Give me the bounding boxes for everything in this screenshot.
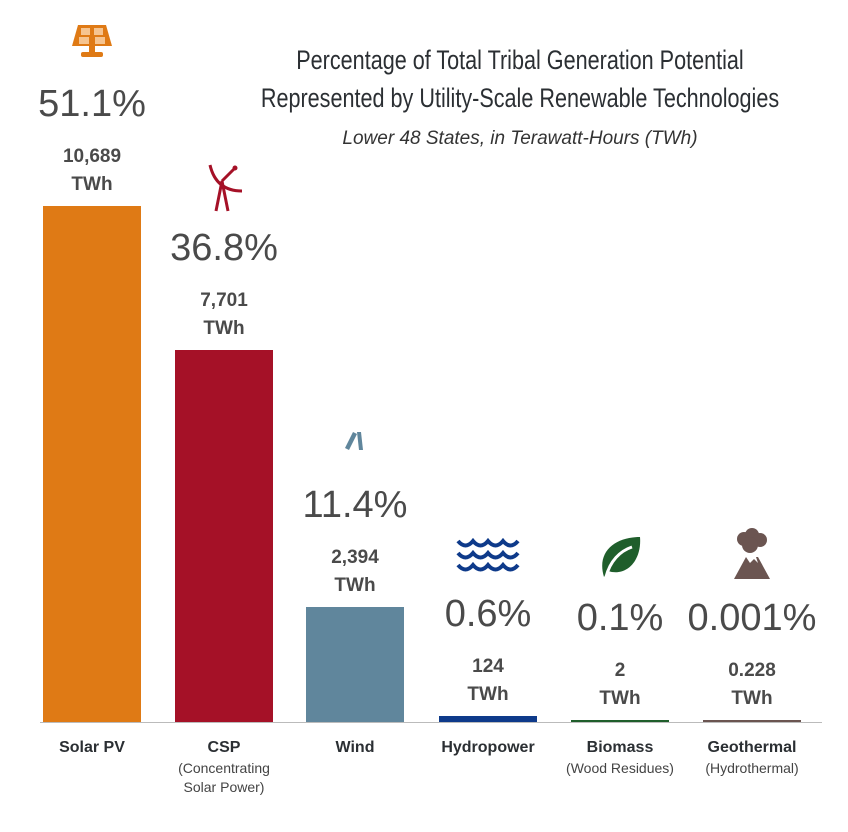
- percent-label: 36.8%: [170, 227, 278, 269]
- category-sublabel: (Hydrothermal): [705, 760, 798, 776]
- category-label: Biomass: [587, 739, 654, 756]
- twh-unit-label: TWh: [731, 688, 772, 709]
- twh-value-label: 124: [472, 656, 504, 677]
- percent-label: 51.1%: [38, 83, 146, 125]
- twh-value-label: 0.228: [728, 660, 776, 681]
- twh-value-label: 2: [615, 660, 626, 681]
- category-sublabel: (Wood Residues): [566, 760, 674, 776]
- twh-value-label: 7,701: [200, 290, 248, 311]
- bar-geothermal: [703, 720, 801, 722]
- category-label: Hydropower: [441, 739, 534, 756]
- category-sublabel: (Concentrating: [178, 760, 270, 776]
- bar-wind: [306, 607, 404, 722]
- twh-unit-label: TWh: [467, 684, 508, 705]
- twh-value-label: 2,394: [331, 547, 379, 568]
- bar-hydropower: [439, 716, 537, 722]
- bar-biomass: [571, 720, 669, 722]
- percent-label: 11.4%: [303, 484, 408, 526]
- twh-unit-label: TWh: [71, 174, 112, 195]
- wind-turbine-icon: [345, 432, 363, 450]
- category-label: CSP: [208, 739, 241, 756]
- category-sublabel: Solar Power): [184, 779, 265, 795]
- percent-label: 0.001%: [688, 597, 817, 639]
- bar-csp: [175, 350, 273, 722]
- chart-title-line-1: Percentage of Total Tribal Generation Po…: [296, 45, 744, 75]
- water-waves-icon: [456, 537, 520, 572]
- category-label: Geothermal: [708, 739, 797, 756]
- volcano-icon: [734, 528, 770, 579]
- twh-unit-label: TWh: [334, 575, 375, 596]
- twh-value-label: 10,689: [63, 146, 121, 167]
- twh-unit-label: TWh: [599, 688, 640, 709]
- percent-label: 0.1%: [577, 597, 664, 639]
- leaf-icon: [602, 537, 641, 578]
- twh-unit-label: TWh: [203, 318, 244, 339]
- chart-subtitle: Lower 48 States, in Terawatt-Hours (TWh): [342, 128, 698, 149]
- solar-panel-icon: [72, 25, 112, 57]
- percent-label: 0.6%: [445, 593, 532, 635]
- chart-title-line-2: Represented by Utility-Scale Renewable T…: [260, 83, 780, 113]
- bar-solar-pv: [43, 206, 141, 722]
- csp-dish-icon: [208, 164, 243, 212]
- category-label: Solar PV: [59, 739, 125, 756]
- category-label: Wind: [336, 739, 375, 756]
